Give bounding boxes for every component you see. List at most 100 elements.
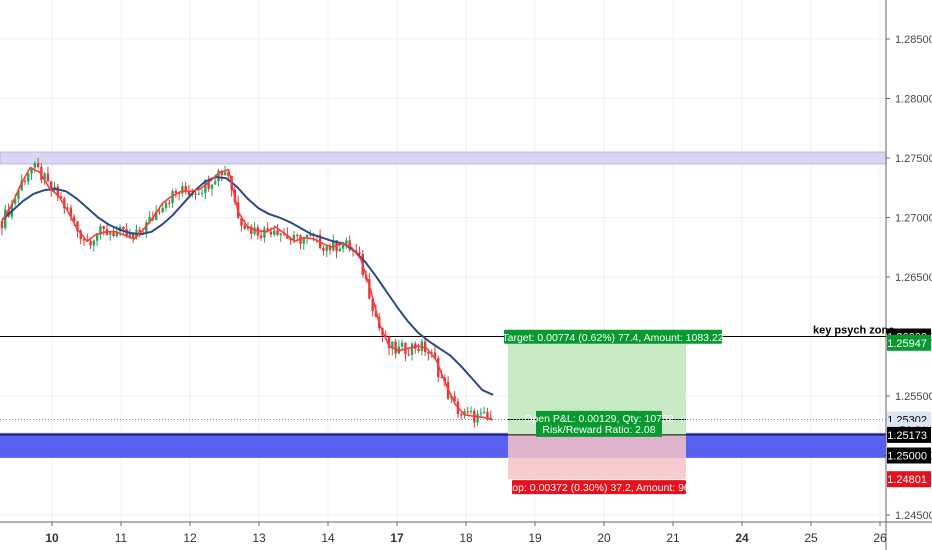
- stop-label: Stop: 0.00372 (0.30%) 37.2, Amount: 960: [502, 482, 695, 494]
- ema-fast-line: [1, 166, 494, 421]
- candle-body: [476, 413, 479, 423]
- candle-body: [181, 185, 184, 194]
- candle-body: [197, 193, 200, 195]
- horizontal-lines: [0, 336, 886, 436]
- candle-body: [92, 240, 96, 246]
- candle-body: [479, 412, 483, 414]
- candle-body: [423, 341, 427, 352]
- candle-body: [430, 352, 433, 354]
- y-tick-label: 1.28500: [895, 34, 932, 46]
- x-tick-label: 18: [459, 531, 473, 545]
- candle-body: [289, 238, 292, 241]
- candle-body: [128, 233, 132, 237]
- candle-body: [109, 232, 112, 235]
- y-tick-label: 1.28000: [895, 94, 932, 106]
- candle-body: [174, 190, 178, 193]
- candle-body: [322, 248, 325, 251]
- candle-body: [384, 335, 387, 337]
- candle-body: [243, 225, 246, 229]
- candle-body: [348, 240, 351, 250]
- price-tag-box: [887, 426, 931, 443]
- x-tick-label: 24: [735, 531, 749, 545]
- x-tick-label: 26: [873, 531, 887, 545]
- candle-body: [371, 298, 374, 312]
- pnl-box: [536, 410, 662, 437]
- candle-body: [460, 414, 463, 416]
- x-tick-label: 10: [45, 531, 59, 545]
- candle-body: [214, 181, 217, 185]
- candle-body: [417, 348, 420, 351]
- candle-body: [63, 198, 66, 209]
- candle-body: [355, 250, 358, 253]
- candle-body: [253, 227, 256, 234]
- candle-body: [158, 211, 161, 213]
- candle-body: [20, 180, 23, 191]
- candle-body: [112, 232, 115, 237]
- price-tag-label: 1.25947: [887, 338, 927, 350]
- candle-body: [309, 234, 312, 236]
- y-tick-label: 1.27000: [895, 213, 932, 225]
- candle-body: [17, 190, 20, 199]
- candle-body: [4, 209, 7, 229]
- candle-body: [273, 230, 276, 235]
- candle-body: [410, 343, 414, 355]
- candle-body: [407, 354, 410, 356]
- candle-body: [250, 226, 253, 234]
- candle-body: [56, 186, 59, 197]
- candle-body: [341, 244, 345, 249]
- position-labels: Target: 0.00774 (0.62%) 77.4, Amount: 10…: [502, 329, 724, 495]
- x-tick-label: 20: [597, 531, 611, 545]
- candle-body: [292, 234, 296, 241]
- candle-body: [302, 237, 305, 244]
- x-tick-label: 14: [321, 531, 335, 545]
- candle-body: [138, 229, 141, 234]
- candle-body: [76, 221, 79, 231]
- candle-body: [184, 185, 187, 192]
- candle-body: [259, 235, 263, 238]
- candle-body: [79, 230, 82, 240]
- candle-body: [276, 230, 279, 236]
- candle-body: [46, 173, 50, 182]
- candle-body: [27, 173, 30, 182]
- resistance-zone: [0, 151, 887, 165]
- price-tag-label: 1.24801: [887, 474, 927, 486]
- candle-body: [171, 190, 174, 204]
- candle-body: [296, 234, 299, 236]
- candle-body: [433, 352, 437, 358]
- candle-body: [463, 411, 466, 415]
- y-tick-label: 1.25500: [895, 391, 932, 403]
- candle-body: [66, 207, 69, 209]
- candle-body: [279, 233, 282, 236]
- candle-body: [440, 377, 443, 379]
- candle-body: [207, 179, 210, 189]
- candle-body: [387, 336, 391, 349]
- candle-body: [194, 193, 197, 195]
- candle-body: [122, 226, 125, 230]
- x-tick-label: 17: [390, 531, 404, 545]
- candle-body: [437, 357, 440, 378]
- candle-body: [95, 235, 99, 241]
- price-tag-box: [887, 471, 931, 488]
- target-box: [504, 329, 722, 344]
- candle-body: [305, 234, 309, 238]
- candle-body: [374, 311, 378, 317]
- candle-body: [420, 341, 424, 351]
- candle-body: [266, 228, 269, 232]
- price-zones: [0, 151, 887, 458]
- candle-body: [59, 196, 63, 199]
- candle-body: [43, 173, 46, 180]
- candle-body: [69, 207, 73, 217]
- ema-slow-line: [1, 175, 494, 396]
- candle-body: [200, 192, 204, 194]
- candle-body: [102, 226, 105, 230]
- candle-body: [187, 191, 191, 196]
- candle-body: [148, 216, 151, 223]
- candle-body: [115, 231, 118, 237]
- candle-body: [177, 192, 181, 194]
- y-tick-label: 1.24500: [895, 510, 932, 522]
- candle-body: [168, 202, 171, 204]
- x-tick-label: 19: [528, 531, 542, 545]
- price-tag-box: [887, 447, 931, 464]
- candle-body: [332, 240, 335, 251]
